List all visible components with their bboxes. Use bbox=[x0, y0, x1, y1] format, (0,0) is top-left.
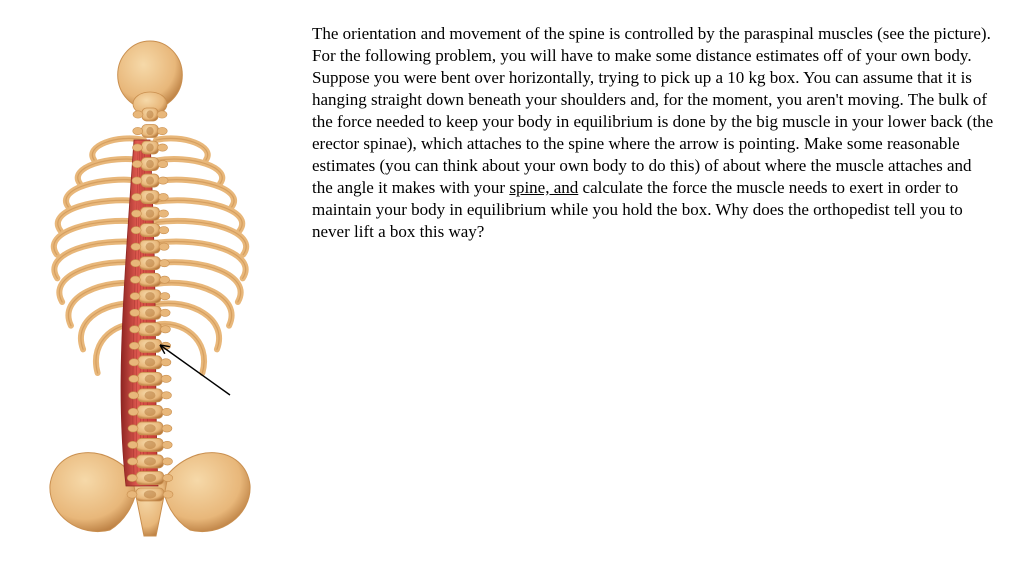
text-column: The orientation and movement of the spin… bbox=[300, 0, 1014, 581]
problem-paragraph: The orientation and movement of the spin… bbox=[312, 23, 994, 243]
problem-text-pre: The orientation and movement of the spin… bbox=[312, 24, 993, 197]
problem-text-underlined: spine, and bbox=[509, 178, 578, 197]
page-root: The orientation and movement of the spin… bbox=[0, 0, 1014, 581]
spine-anatomy-figure bbox=[20, 20, 280, 560]
figure-column bbox=[0, 0, 300, 581]
attachment-arrow bbox=[160, 345, 230, 395]
